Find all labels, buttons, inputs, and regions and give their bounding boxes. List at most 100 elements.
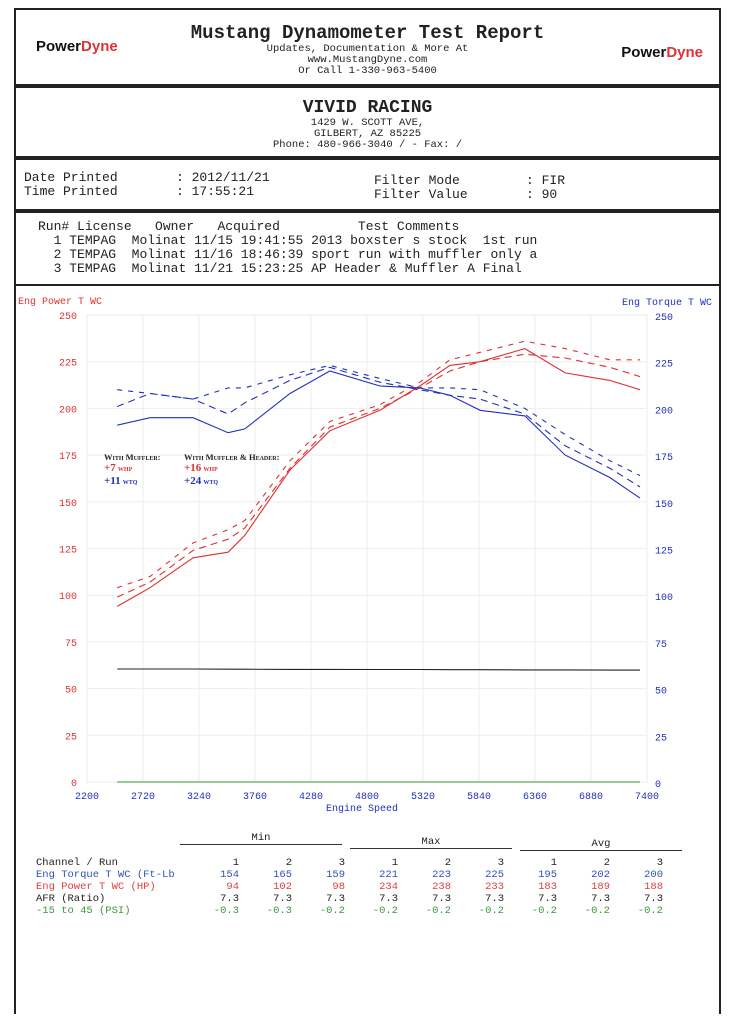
stat-cell: 238: [432, 881, 451, 893]
stat-cell: 7.3: [220, 893, 239, 905]
stat-cell: 94: [226, 881, 239, 893]
x-tick-label: 7400: [635, 792, 659, 803]
left-y-tick-label: 25: [65, 732, 77, 743]
stat-cell: 159: [326, 869, 345, 881]
shop-name: VIVID RACING: [302, 98, 433, 118]
stat-cell: 195: [538, 869, 557, 881]
run-row: 3 TEMPAG Molinat 11/21 15:23:25 AP Heade…: [53, 261, 522, 276]
stat-cell: 2: [285, 857, 292, 869]
header-title: With Muffler & Header:: [184, 452, 280, 462]
powerdyne-logo-left: PowerDyne: [36, 38, 118, 55]
stat-cell: 233: [485, 881, 504, 893]
stat-cell: -0.2: [637, 905, 663, 917]
stats-row: Eng Torque T WC (Ft-Lb 154 165 159 221 223 225…: [30, 869, 669, 881]
left-y-tick-label: 225: [59, 359, 77, 370]
channel-label: AFR (Ratio): [36, 893, 106, 905]
stats-table: Channel / Run 1 2 3 1 2 3 1 2 3 Eng Torque T WC (F…: [30, 857, 669, 917]
power-run-1-line: [116, 348, 641, 607]
filter-mode-label: Filter Mode: [374, 173, 460, 188]
channel-label: Channel / Run: [36, 857, 118, 869]
right-y-tick-label: 200: [655, 406, 673, 417]
run-row: 1 TEMPAG Molinat 11/15 19:41:55 2013 box…: [53, 233, 538, 248]
left-y-tick-label: 200: [59, 405, 77, 416]
stat-cell: 7.3: [432, 893, 451, 905]
stats-header-row: Channel / Run 1 2 3 1 2 3 1 2 3: [30, 857, 669, 869]
group-max: Max: [350, 836, 512, 849]
run-row: 2 TEMPAG Molinat 11/16 18:46:39 sport ru…: [53, 247, 538, 262]
stat-cell: 3: [656, 857, 663, 869]
x-tick-label: 3240: [187, 792, 211, 803]
header-website: www.MustangDyne.com: [307, 54, 428, 66]
filter-value-value: : 90: [526, 187, 558, 202]
stat-cell: 7.3: [379, 893, 398, 905]
left-y-tick-label: 50: [65, 686, 77, 697]
right-y-tick-label: 150: [655, 500, 673, 511]
x-tick-label: 3760: [243, 792, 267, 803]
header-line-1: Updates, Documentation & More At: [266, 43, 469, 55]
date-printed-label: Date Printed: [24, 170, 118, 185]
group-avg: Avg: [520, 838, 682, 851]
stats-row: Eng Power T WC (HP) 94 102 98 234 238 233 183 18…: [30, 881, 669, 893]
right-y-tick-label: 225: [655, 360, 673, 371]
afr-run-1-line: [117, 668, 640, 671]
muffler-hp-gain: +7: [104, 462, 116, 474]
shop-phone: Phone: 480-966-3040 / - Fax: /: [272, 139, 463, 151]
stat-cell: 2: [603, 857, 610, 869]
left-y-tick-label: 0: [71, 779, 77, 790]
chart-frame: [14, 286, 721, 1014]
stat-cell: 221: [379, 869, 398, 881]
x-axis-title: Engine Speed: [326, 804, 399, 815]
stat-cell: 7.3: [591, 893, 610, 905]
x-tick-label: 5840: [467, 792, 491, 803]
stat-cell: 200: [644, 869, 663, 881]
muffler-title: With Muffler:: [104, 452, 161, 462]
stat-cell: 189: [591, 881, 610, 893]
report-title: Mustang Dynamometer Test Report: [190, 22, 545, 44]
stat-cell: -0.2: [584, 905, 610, 917]
left-axis-title: Eng Power T WC: [18, 297, 103, 308]
stat-cell: 98: [332, 881, 345, 893]
right-axis-title: Eng Torque T WC: [622, 298, 713, 309]
stat-cell: 7.3: [538, 893, 557, 905]
stat-cell: -0.2: [319, 905, 345, 917]
left-y-tick-label: 125: [59, 546, 77, 557]
stat-cell: 7.3: [485, 893, 504, 905]
header-phone: Or Call 1-330-963-5400: [298, 65, 437, 77]
right-y-tick-label: 100: [655, 593, 673, 604]
x-tick-label: 5320: [411, 792, 435, 803]
right-y-tick-label: 75: [655, 640, 667, 651]
stat-cell: 188: [644, 881, 663, 893]
report-header: PowerDyne PowerDyne Mustang Dynamometer …: [14, 8, 721, 86]
stat-cell: -0.2: [425, 905, 451, 917]
header-hp-gain: +16: [184, 462, 202, 474]
time-printed-label: Time Printed: [24, 184, 118, 199]
stat-cell: -0.3: [213, 905, 239, 917]
power-run-3-line: [117, 340, 640, 589]
right-y-tick-label: 25: [655, 733, 667, 744]
shop-address-2: GILBERT, AZ 85225: [313, 128, 422, 140]
header-tq-gain: +24: [184, 475, 202, 487]
shop-info: VIVID RACING 1429 W. SCOTT AVE, GILBERT,…: [14, 86, 721, 158]
shop-address-1: 1429 W. SCOTT AVE,: [310, 117, 425, 129]
stat-cell: 7.3: [273, 893, 292, 905]
stat-cell: 202: [591, 869, 610, 881]
stat-cell: 165: [273, 869, 292, 881]
channel-label: Eng Power T WC (HP): [36, 881, 156, 893]
muffler-tq-gain: +11: [104, 475, 121, 487]
stat-cell: 7.3: [326, 893, 345, 905]
stat-cell: 183: [538, 881, 557, 893]
powerdyne-logo-right: PowerDyne: [621, 44, 703, 61]
right-y-tick-label: 250: [655, 313, 673, 324]
stat-cell: 3: [338, 857, 345, 869]
stat-cell: 1: [232, 857, 239, 869]
stats-row: -15 to 45 (PSI) -0.3 -0.3 -0.2 -0.2 -0.2 -0.2 -…: [30, 905, 669, 917]
stat-cell: 223: [432, 869, 451, 881]
stat-cell: 154: [220, 869, 239, 881]
left-y-tick-label: 100: [59, 592, 77, 603]
stat-cell: -0.2: [478, 905, 504, 917]
group-min: Min: [180, 832, 342, 845]
x-tick-label: 4280: [299, 792, 323, 803]
stat-cell: -0.2: [531, 905, 557, 917]
print-info: Date Printed Time Printed : 2012/11/21 :…: [14, 158, 721, 211]
